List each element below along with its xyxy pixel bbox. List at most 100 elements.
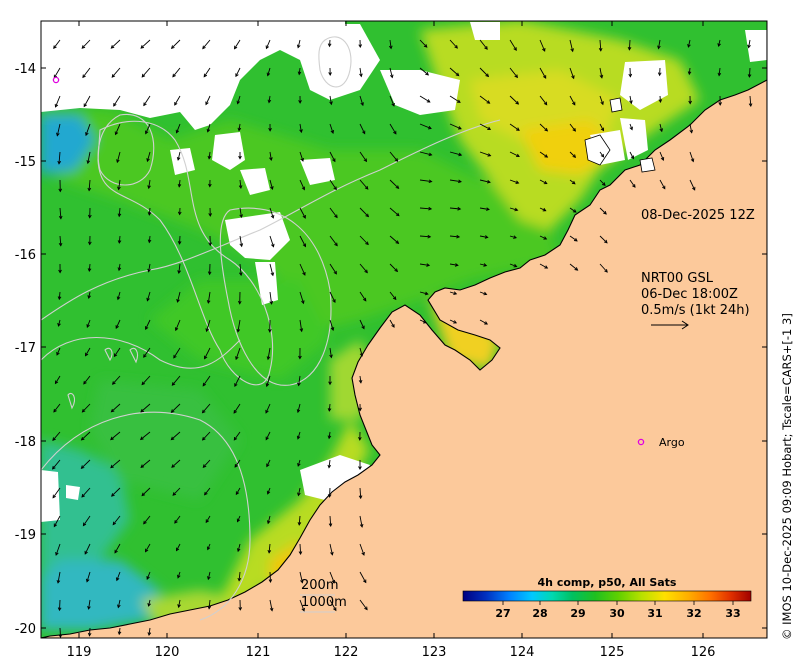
current-vector-head (140, 45, 145, 49)
current-vector (329, 291, 336, 303)
current-vector (479, 319, 488, 325)
current-vector-head (269, 607, 274, 612)
current-vector-head (542, 75, 547, 79)
colorbar-title: 4h comp, p50, All Sats (538, 576, 677, 589)
current-vector (118, 235, 121, 244)
current-vector-head (360, 102, 364, 107)
current-vector (359, 291, 367, 302)
current-vector (115, 123, 121, 135)
current-vector (749, 95, 752, 107)
current-vector (178, 599, 181, 608)
current-vector-head (487, 126, 492, 130)
current-vector-head (85, 132, 89, 137)
current-vector-head (117, 604, 121, 609)
current-vector-head (58, 215, 63, 220)
current-vector (419, 151, 432, 156)
current-vector-head (113, 353, 118, 358)
current-vector-head (297, 71, 302, 76)
current-vector-head (628, 73, 633, 78)
current-vector-head (544, 127, 549, 132)
current-vector-head (266, 490, 271, 495)
current-vector (88, 179, 91, 191)
current-vector (359, 543, 365, 556)
current-vector-head (80, 436, 85, 441)
current-vector (110, 459, 121, 469)
current-vector (58, 319, 61, 327)
current-vector (509, 95, 519, 105)
current-vector (52, 459, 61, 470)
current-vector (177, 291, 181, 303)
current-vector (81, 39, 91, 49)
current-vector-head (486, 179, 491, 184)
current-vector (299, 571, 303, 583)
current-vector (55, 95, 61, 108)
current-vector (175, 319, 181, 331)
current-vector (86, 571, 91, 582)
contour-1000m-label: 1000m (301, 595, 347, 610)
current-vector (55, 375, 61, 384)
current-vector (569, 179, 576, 185)
current-vector-head (296, 435, 301, 440)
current-vector-head (657, 72, 662, 77)
lat-tick-label: -14 (15, 62, 36, 77)
current-vector-head (56, 579, 61, 584)
current-vector-head (207, 576, 211, 581)
current-vector-head (328, 381, 332, 386)
current-vector (85, 123, 91, 136)
current-vector-head (423, 44, 428, 48)
current-vector-head (53, 408, 57, 413)
current-vector-head (544, 154, 549, 158)
current-vector-head (484, 235, 489, 239)
current-vector-head (395, 212, 400, 217)
current-vector (238, 571, 241, 581)
lat-tick-label: -15 (15, 155, 36, 170)
current-vector-head (428, 206, 433, 211)
current-vector-head (327, 435, 332, 440)
plot-frame (40, 20, 768, 639)
current-vector (202, 403, 211, 413)
current-vector-head (85, 352, 89, 357)
current-vector (359, 235, 369, 245)
current-vector-head (543, 180, 548, 185)
current-vector-head (235, 491, 240, 496)
current-vector-head (208, 242, 213, 247)
current-vector (178, 263, 181, 274)
current-vector (235, 67, 241, 77)
current-vector (202, 39, 211, 49)
current-vector-head (268, 579, 273, 583)
coastal-islands (584, 97, 656, 173)
current-vector-head (296, 44, 301, 49)
current-vector (569, 39, 574, 52)
current-vector (143, 95, 151, 106)
current-vector (359, 95, 364, 106)
current-vector-head (484, 46, 488, 50)
current-vector-head (542, 207, 547, 212)
current-vector (172, 487, 181, 496)
current-vector-head (358, 466, 362, 471)
current-vector (509, 67, 518, 78)
current-vector (141, 375, 151, 385)
current-vector-head (177, 183, 182, 188)
lon-tick-label: 123 (422, 645, 447, 660)
current-vector-head (115, 577, 120, 582)
current-vector (171, 431, 181, 440)
current-vector (176, 543, 181, 551)
current-vector (297, 487, 301, 496)
current-vector-head (111, 74, 116, 78)
current-vector-head (143, 520, 147, 525)
current-vector (599, 67, 603, 78)
current-vector-head (747, 74, 752, 78)
current-vector-head (542, 47, 546, 52)
current-vector (297, 431, 301, 439)
current-vector (140, 431, 151, 440)
current-vector (539, 179, 548, 184)
current-vector-head (57, 160, 62, 165)
current-vector-head (207, 605, 212, 610)
current-vector (449, 179, 462, 183)
current-vector (689, 123, 693, 133)
current-vector (329, 319, 334, 331)
current-vector (599, 123, 604, 131)
current-vector (140, 403, 151, 413)
current-vector-head (54, 103, 59, 108)
lat-tick-label: -16 (15, 248, 36, 263)
